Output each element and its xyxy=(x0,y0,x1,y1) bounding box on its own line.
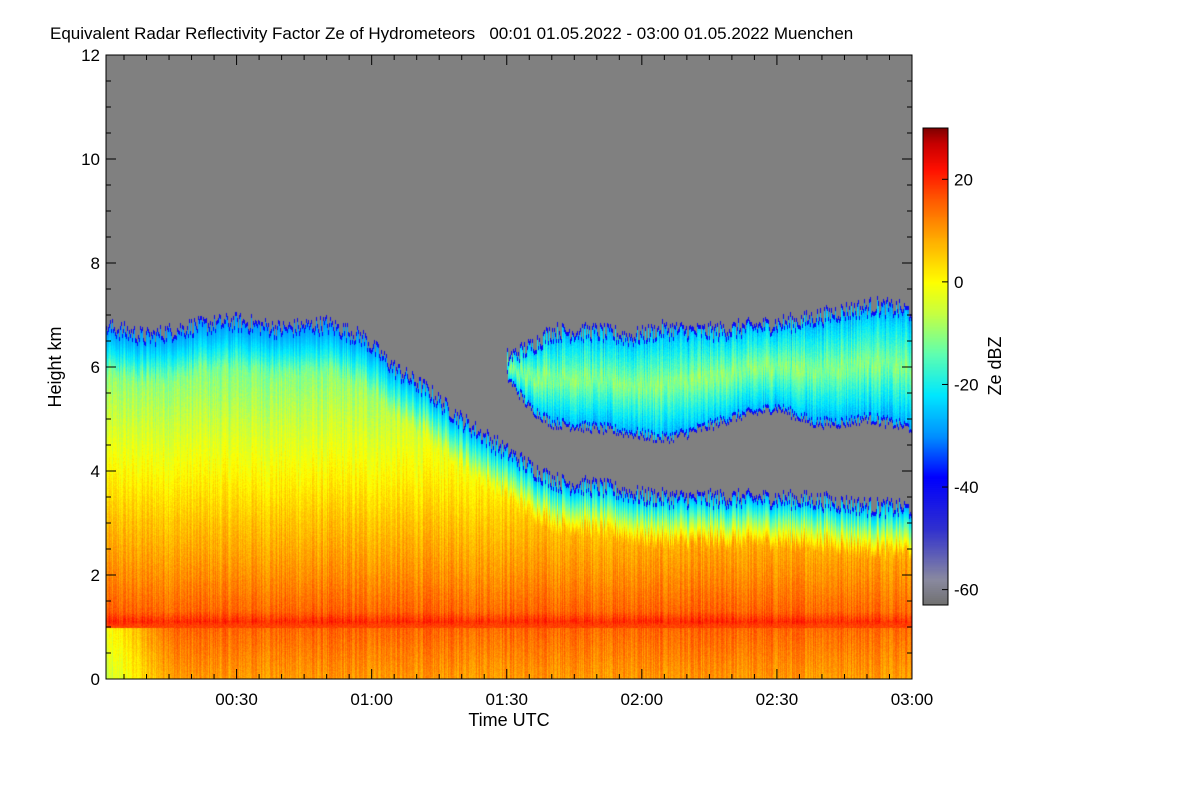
y-tick-label: 0 xyxy=(91,670,100,689)
colorbar-frame xyxy=(922,127,949,606)
x-axis-label: Time UTC xyxy=(468,710,549,730)
y-axis: 0 2 4 6 8 10 12 xyxy=(81,46,912,689)
x-tick-label: 03:00 xyxy=(891,690,934,709)
heatmap-layer xyxy=(106,55,912,679)
plot-area xyxy=(105,54,913,680)
chart-title: Equivalent Radar Reflectivity Factor Ze … xyxy=(50,24,853,43)
y-axis-label: Height km xyxy=(45,326,65,407)
colorbar-tick-label: -60 xyxy=(954,581,979,600)
colorbar-gradient xyxy=(923,128,948,605)
y-tick-label: 4 xyxy=(91,462,100,481)
reflectivity-heatmap xyxy=(106,55,912,679)
colorbar-tick-label: -20 xyxy=(954,375,979,394)
colorbar-tick-label: 0 xyxy=(954,273,963,292)
colorbar-tick-label: -40 xyxy=(954,478,979,497)
x-tick-label: 02:30 xyxy=(756,690,799,709)
y-tick-label: 12 xyxy=(81,46,100,65)
x-tick-label: 02:00 xyxy=(621,690,664,709)
colorbar: 20 0 -20 -40 -60 Ze dBZ xyxy=(922,127,1005,606)
colorbar-tick-label: 20 xyxy=(954,170,973,189)
y-tick-label: 8 xyxy=(91,254,100,273)
y-tick-label: 2 xyxy=(91,566,100,585)
x-tick-label: 01:00 xyxy=(350,690,393,709)
x-tick-label: 00:30 xyxy=(215,690,258,709)
y-tick-label: 10 xyxy=(81,150,100,169)
x-axis: 00:30 01:00 01:30 02:00 02:30 03:00 xyxy=(123,55,934,709)
x-tick-label: 01:30 xyxy=(485,690,528,709)
colorbar-gradient-layer xyxy=(923,128,948,605)
colorbar-ticks: 20 0 -20 -40 -60 xyxy=(942,170,979,600)
colorbar-label: Ze dBZ xyxy=(985,336,1005,395)
y-tick-label: 6 xyxy=(91,358,100,377)
